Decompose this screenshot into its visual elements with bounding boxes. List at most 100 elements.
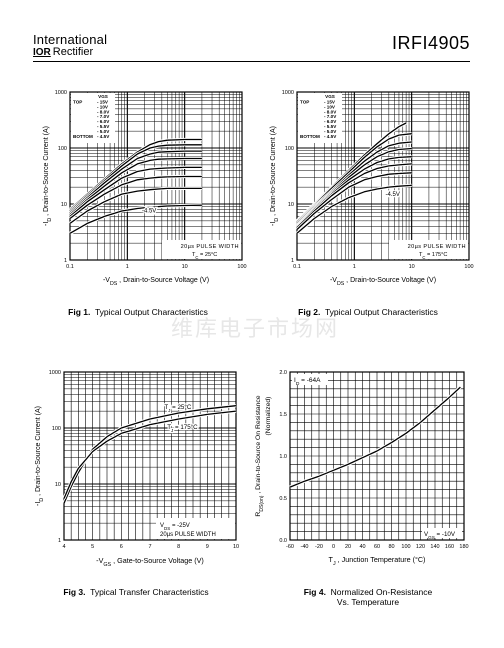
fig1-ytick-label: 10 <box>61 202 67 208</box>
fig1-series-line-3 <box>69 157 202 215</box>
fig4-plot: -60 -40 -20 0 20 40 60 80 100 120 140 160 180 0.0 0.5 1… <box>279 370 468 550</box>
fig1-ytick-label: 1000 <box>55 90 67 96</box>
fig3-xtick-label: 5 <box>91 544 94 550</box>
fig2-legend-row-label: TOP <box>300 100 309 105</box>
fig2-xlabel: -VDS , Drain-to-Source Voltage (V) <box>330 277 436 287</box>
fig4-xtick-label: 140 <box>430 544 439 550</box>
fig3-ytick-label: 1000 <box>49 370 61 376</box>
ior-logo-mark: IOR <box>33 46 51 58</box>
fig4-caption: Fig 4. Normalized On-Resistance Vs. Temp… <box>268 587 468 607</box>
fig1-caption: Fig 1. Typical Output Characteristics <box>38 307 238 317</box>
fig1-legend: VGS TOP - 15V- 10V- 8.0V- 7.0V- 6.0V- 5.5V… <box>71 93 115 143</box>
fig2-ytick-label: 1 <box>291 258 294 264</box>
fig4-xtick-label: 20 <box>345 544 351 550</box>
fig4-tick-labels: -60 -40 -20 0 20 40 60 80 100 120 140 160 180 0.0 0.5 1… <box>279 370 468 550</box>
fig1-series-line-2 <box>69 150 202 214</box>
fig4-caption-number: Fig 4. <box>303 587 326 597</box>
fig3-ylabel: -ID , Drain-to-Source Current (A) <box>35 406 45 506</box>
fig3-tick-labels: 4 5 6 7 8 9 10 1 10 100 1000 <box>49 370 239 550</box>
fig1-ytick-label: 1 <box>64 258 67 264</box>
fig3-xlabel: -VGS , Gate-to-Source Voltage (V) <box>96 556 204 568</box>
fig1-series-line-4 <box>69 166 202 217</box>
fig3-xtick-label: 10 <box>233 544 239 550</box>
fig3-note-bg <box>156 518 235 539</box>
fig1-xtick-label: 0.1 <box>66 264 74 270</box>
fig1-caption-number: Fig 1. <box>68 307 91 317</box>
fig2-caption-text: Typical Output Characteristics <box>324 307 438 317</box>
fig2-xtick-label: 100 <box>464 264 473 270</box>
fig1-legend-row-value: - 6.0V <box>97 119 110 124</box>
fig4-ylabel-line2: (Normalized) <box>265 397 272 436</box>
fig4-xtick-label: 120 <box>416 544 425 550</box>
fig2-frame <box>296 91 470 261</box>
fig1-chart: 0.1 1 10 100 1 10 100 1000 VGS TOP - 15V - 10V - 8.0… <box>38 80 258 295</box>
fig4-ylabel-line1: RDS(on) , Drain-to-Source On Resistance <box>255 395 265 516</box>
fig2-legend-row-value: - 10V <box>324 104 336 109</box>
fig4-xtick-label: -20 <box>315 544 323 550</box>
fig3-series-label-1: TJ = 175°C <box>167 424 198 433</box>
fig1-legend-row-label: TOP <box>73 100 82 105</box>
fig3-plot: 4 5 6 7 8 9 10 1 10 100 1000 <box>49 370 239 550</box>
fig2-xtick-label: 1 <box>353 264 356 270</box>
fig1-series-line-6 <box>69 187 202 224</box>
fig2-chart: 0.1 1 10 100 1 10 100 1000 VGS TOP - 15V - 10V - 8.0… <box>265 80 485 295</box>
fig1-note-line2: TC = 25°C <box>192 252 217 260</box>
fig4-ytick-label: 2.0 <box>279 370 287 376</box>
fig3-xtick-label: 9 <box>206 544 209 550</box>
fig1-xlabel: -VDS , Drain-to-Source Voltage (V) <box>103 277 209 287</box>
fig4-xlabel: TJ , Junction Temperature (°C) <box>329 555 426 567</box>
fig1-xtick-label: 100 <box>237 264 246 270</box>
fig3-svg: 4 5 6 7 8 9 10 1 10 100 1000 TJ = 25°C TJ = 175°C VDS… <box>35 370 239 568</box>
fig4-xtick-label: 0 <box>332 544 335 550</box>
fig3-series-line-0 <box>63 405 237 504</box>
fig2-legend-row-value: - 4.5V <box>324 134 337 139</box>
fig3-caption: Fig 3. Typical Transfer Characteristics <box>36 587 236 597</box>
fig4-chart: -60 -40 -20 0 20 40 60 80 100 120 140 160 180 0.0 0.5 1… <box>250 362 475 577</box>
fig2-ytick-label: 10 <box>288 202 294 208</box>
fig1-legend-row-value: - 7.0V <box>97 114 110 119</box>
fig3-series <box>62 404 237 505</box>
fig4-svg: -60 -40 -20 0 20 40 60 80 100 120 140 160 180 0.0 0.5 1… <box>255 370 469 567</box>
fig4-xtick-label: 60 <box>374 544 380 550</box>
fig2-note: 20µs PULSE WIDTH TC = 175°C <box>389 240 468 260</box>
fig1-legend-row-label: BOTTOM <box>73 134 93 139</box>
fig2-note-bg <box>389 240 468 259</box>
fig3-xtick-label: 4 <box>62 544 65 550</box>
fig2-legend-header: VGS <box>325 94 335 99</box>
fig2-legend: VGS TOP - 15V- 10V- 8.0V- 7.0V- 6.0V- 5.5V… <box>298 93 342 143</box>
fig4-ytick-label: 0.5 <box>279 496 287 502</box>
fig3-ytick-label: 1 <box>58 538 61 544</box>
fig4-xtick-label: 100 <box>401 544 410 550</box>
fig1-note: 20µs PULSE WIDTH TC = 25°C <box>162 240 241 260</box>
fig2-legend-row-value: - 7.0V <box>324 114 337 119</box>
fig4-series <box>289 385 462 489</box>
company-logo: International IOR Rectifier <box>33 33 107 58</box>
fig4-note-bottom: VGS = -10V <box>424 531 456 540</box>
fig3-caption-text: Typical Transfer Characteristics <box>90 587 209 597</box>
fig1-series-line-7 <box>69 204 202 234</box>
fig2-legend-row-value: - 5.0V <box>324 129 337 134</box>
fig2-series <box>295 121 412 235</box>
company-name-rectifier: Rectifier <box>52 45 94 58</box>
fig4-xtick-label: 80 <box>388 544 394 550</box>
fig3-note-line1: VDS = -25V <box>160 523 190 531</box>
fig1-legend-row-value: - 5.5V <box>97 124 110 129</box>
fig2-note-line2: TC = 175°C <box>419 252 447 260</box>
fig1-ylabel: -ID , Drain-to-Source Current (A) <box>43 126 53 226</box>
fig4-grid <box>289 371 465 541</box>
fig1-note-bg <box>162 240 241 259</box>
fig1-legend-row-value: - 15V <box>97 100 109 105</box>
fig3-xtick-label: 6 <box>120 544 123 550</box>
fig3-chart: 4 5 6 7 8 9 10 1 10 100 1000 TJ = 25°C TJ = 175°C VDS… <box>30 362 250 577</box>
fig4-frame <box>289 371 465 541</box>
fig3-ytick-label: 10 <box>55 482 61 488</box>
fig3-xtick-label: 7 <box>148 544 151 550</box>
fig1-legend-row-value: - 5.0V <box>97 129 110 134</box>
fig4-series-line-0 <box>289 386 461 488</box>
fig2-curve-label: -4.5V <box>386 192 400 198</box>
fig2-series-line-6 <box>296 172 412 230</box>
fig1-caption-text: Typical Output Characteristics <box>94 307 208 317</box>
